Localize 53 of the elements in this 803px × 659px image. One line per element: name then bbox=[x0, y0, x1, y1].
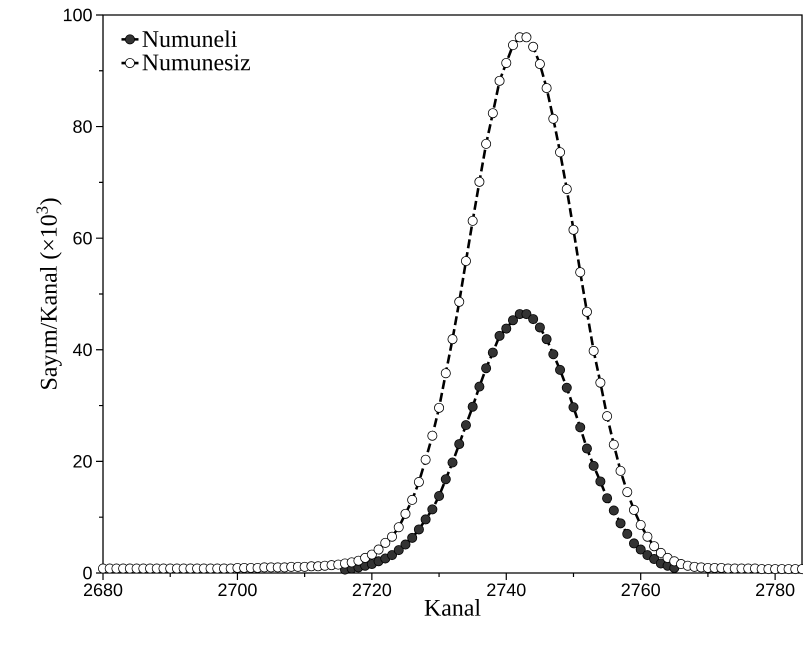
x-tick-label: 2680 bbox=[84, 583, 122, 596]
point bbox=[636, 544, 646, 555]
point bbox=[474, 382, 484, 392]
point bbox=[562, 382, 572, 393]
point bbox=[508, 315, 518, 326]
legend-label: Numunesiz bbox=[142, 54, 250, 70]
x-tick-label: 2740 bbox=[487, 583, 526, 596]
point bbox=[501, 324, 512, 334]
point bbox=[628, 538, 639, 548]
point bbox=[622, 528, 632, 539]
y-tick-label: 80 bbox=[73, 120, 92, 133]
point bbox=[542, 334, 552, 344]
point bbox=[414, 524, 424, 534]
point bbox=[582, 444, 592, 454]
point bbox=[575, 422, 586, 432]
y-axis-title: Sayım/Kanal (×10$^{3}$) bbox=[36, 198, 62, 389]
point bbox=[440, 474, 451, 484]
point bbox=[407, 532, 418, 543]
x-axis-title: Kanal bbox=[424, 599, 481, 616]
point bbox=[468, 402, 478, 412]
y-tick-label: 20 bbox=[73, 455, 92, 468]
y-tick-label: 60 bbox=[73, 232, 92, 245]
point bbox=[387, 550, 398, 560]
x-tick-label: 2720 bbox=[352, 583, 392, 596]
point bbox=[488, 348, 498, 358]
y-tick-label: 40 bbox=[72, 343, 92, 356]
point bbox=[481, 363, 492, 374]
point bbox=[588, 460, 599, 471]
point bbox=[568, 402, 578, 412]
point bbox=[460, 420, 471, 430]
point bbox=[494, 330, 505, 341]
point bbox=[555, 364, 566, 375]
point bbox=[420, 514, 431, 524]
point bbox=[602, 493, 612, 504]
point bbox=[595, 476, 606, 486]
y-tick-label: 0 bbox=[83, 566, 92, 580]
y-tick-label: 100 bbox=[64, 8, 92, 22]
point bbox=[534, 322, 545, 332]
point bbox=[528, 314, 538, 324]
point bbox=[434, 490, 444, 501]
point bbox=[548, 349, 558, 360]
point bbox=[400, 540, 410, 550]
point bbox=[394, 545, 404, 556]
point bbox=[521, 309, 532, 320]
point bbox=[448, 458, 458, 468]
x-tick-label: 2780 bbox=[756, 583, 794, 596]
point bbox=[427, 504, 438, 514]
x-tick-label: 2700 bbox=[218, 583, 257, 596]
legend-label: Numuneli bbox=[142, 30, 237, 48]
x-tick-label: 2760 bbox=[622, 583, 660, 596]
point bbox=[616, 518, 626, 528]
point bbox=[608, 505, 619, 516]
point bbox=[454, 439, 464, 450]
